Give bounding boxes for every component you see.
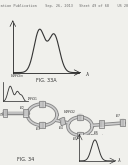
Text: $E_2$: $E_2$ [19, 104, 25, 112]
Text: $WFG_{in}$: $WFG_{in}$ [10, 72, 24, 80]
Text: $E_7$: $E_7$ [115, 113, 121, 120]
Text: $\lambda$: $\lambda$ [85, 70, 90, 78]
Text: $E_4$: $E_4$ [58, 124, 64, 132]
Bar [23, 109, 28, 117]
Text: $E_3$: $E_3$ [35, 126, 41, 133]
Bar [60, 117, 66, 126]
Bar [77, 115, 83, 120]
Bar [3, 109, 7, 117]
Text: $WFG_{out}$: $WFG_{out}$ [88, 133, 105, 140]
Text: FIG. 33A: FIG. 33A [36, 78, 56, 83]
Bar [77, 132, 83, 138]
Text: $E_5$: $E_5$ [72, 136, 78, 143]
Text: $WFG_1$: $WFG_1$ [25, 95, 38, 103]
Text: $E_6$: $E_6$ [93, 129, 100, 137]
Bar [39, 122, 45, 128]
Bar [39, 101, 45, 107]
Text: $WFG_2$: $WFG_2$ [63, 108, 76, 116]
Bar [99, 120, 104, 128]
Text: $E_1$: $E_1$ [0, 112, 4, 119]
Text: FIG. 34: FIG. 34 [17, 157, 34, 162]
Bar [120, 119, 125, 126]
Text: $\lambda$: $\lambda$ [117, 156, 121, 164]
Text: Patent Application Publication    Sep. 26, 2013   Sheet 49 of 68    US 2013/0253: Patent Application Publication Sep. 26, … [0, 4, 128, 8]
